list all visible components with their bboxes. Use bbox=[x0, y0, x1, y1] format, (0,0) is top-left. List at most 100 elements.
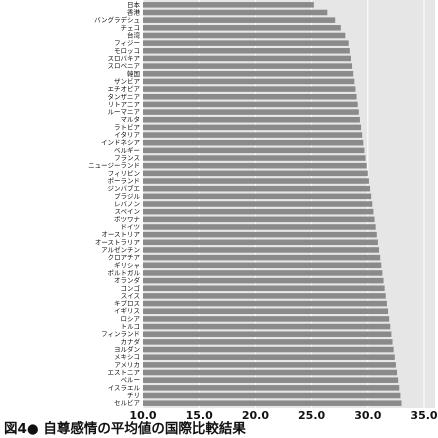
y-tick-label: フランス bbox=[114, 154, 140, 162]
bar bbox=[143, 377, 399, 383]
bar bbox=[143, 71, 354, 77]
bar bbox=[143, 139, 364, 146]
x-tick-label: 20.0 bbox=[242, 409, 269, 422]
y-tick-label: バングラデシュ bbox=[94, 15, 140, 24]
y-tick-label: メキシコ bbox=[114, 353, 140, 361]
chart-title: 図4● 自尊感情の平均値の国際比較結果 bbox=[4, 420, 246, 437]
bar bbox=[143, 55, 351, 62]
bar bbox=[143, 116, 360, 123]
bar bbox=[143, 346, 394, 353]
y-tick-label: ペルー bbox=[121, 376, 141, 384]
y-tick-label: オランダ bbox=[114, 276, 141, 285]
bar bbox=[143, 162, 367, 169]
bar bbox=[143, 109, 359, 115]
bar bbox=[143, 193, 372, 200]
y-tick-label: イタリア bbox=[114, 130, 140, 139]
x-tick-label: 10.0 bbox=[129, 409, 156, 422]
bar bbox=[143, 385, 400, 391]
y-tick-label: 日本 bbox=[127, 0, 141, 9]
bar bbox=[143, 48, 350, 54]
y-tick-label: イギリス bbox=[114, 307, 140, 315]
y-tick-label: クロアチア bbox=[108, 254, 141, 262]
bar bbox=[143, 216, 375, 223]
bar bbox=[143, 224, 376, 230]
y-tick-label: エストニア bbox=[108, 369, 141, 377]
y-tick-label: チェコ bbox=[121, 24, 141, 32]
x-tick-label: 25.0 bbox=[298, 409, 325, 422]
y-tick-label: フィンランド bbox=[101, 330, 140, 338]
y-tick-label: 台湾 bbox=[127, 30, 141, 39]
y-tick-label: トルコ bbox=[121, 323, 140, 331]
y-tick-label: チリ bbox=[127, 392, 140, 400]
bar bbox=[143, 239, 378, 246]
y-tick-label: レバノン bbox=[114, 200, 140, 208]
y-tick-label: 韓国 bbox=[127, 69, 140, 78]
bar bbox=[143, 254, 381, 261]
y-tick-label: オーストリア bbox=[101, 231, 140, 239]
y-tick-label: ギリシャ bbox=[114, 261, 140, 269]
bar bbox=[143, 93, 357, 100]
bar bbox=[143, 323, 391, 330]
bar bbox=[143, 155, 366, 161]
y-tick-label: ポルトガル bbox=[108, 268, 141, 277]
y-tick-label: ヨルダン bbox=[114, 345, 140, 354]
y-tick-label: アルゼンチン bbox=[101, 245, 140, 254]
bar bbox=[143, 63, 353, 69]
bar bbox=[143, 339, 393, 345]
y-tick-label: 香港 bbox=[127, 7, 141, 16]
y-tick-label: イスラエル bbox=[108, 384, 141, 392]
y-tick-label: エチオピア bbox=[108, 85, 141, 93]
bar bbox=[143, 270, 383, 276]
bar bbox=[143, 277, 384, 284]
y-tick-label: スイス bbox=[121, 292, 140, 300]
y-tick-label: ルーマニア bbox=[108, 108, 141, 116]
bar bbox=[143, 178, 369, 184]
bar bbox=[143, 262, 382, 269]
bar bbox=[143, 124, 362, 131]
bar bbox=[143, 331, 392, 337]
bar bbox=[143, 400, 402, 406]
x-tick-label: 35.0 bbox=[410, 409, 437, 422]
bar bbox=[143, 247, 380, 253]
y-tick-label: カナダ bbox=[121, 337, 141, 346]
y-tick-label: ロシア bbox=[121, 315, 141, 323]
y-tick-label: フィリピン bbox=[108, 169, 140, 177]
x-tick-label: 15.0 bbox=[186, 409, 213, 422]
bar bbox=[143, 308, 389, 315]
y-tick-label: ベルギー bbox=[114, 146, 140, 154]
y-tick-label: ラトビア bbox=[114, 122, 141, 131]
bar bbox=[143, 285, 385, 292]
y-tick-label: ニュージーランド bbox=[88, 162, 140, 170]
y-tick-label: コンゴ bbox=[121, 283, 141, 292]
bar bbox=[143, 300, 387, 307]
y-tick-label: オーストラリア bbox=[95, 238, 141, 246]
y-tick-label: セルビア bbox=[114, 398, 141, 407]
y-tick-label: アメリカ bbox=[114, 361, 140, 369]
bar bbox=[143, 369, 398, 376]
y-tick-label: ボツワナ bbox=[114, 215, 140, 223]
bar bbox=[143, 392, 401, 399]
bar bbox=[143, 185, 371, 192]
y-tick-label: フィジー bbox=[114, 39, 140, 47]
bar bbox=[143, 231, 377, 238]
bar bbox=[143, 147, 365, 154]
bar bbox=[143, 9, 328, 16]
y-tick-label: ザンビア bbox=[114, 76, 141, 85]
bar bbox=[143, 170, 368, 177]
bar bbox=[143, 40, 349, 46]
bar bbox=[143, 32, 346, 39]
bar bbox=[143, 201, 373, 207]
y-tick-label: スロベニア bbox=[108, 62, 141, 70]
bar bbox=[143, 86, 356, 92]
bar bbox=[143, 25, 341, 31]
bar bbox=[143, 293, 386, 299]
bar bbox=[143, 208, 374, 215]
bar bbox=[143, 316, 390, 322]
y-tick-label: ドイツ bbox=[121, 223, 141, 231]
x-tick-label: 30.0 bbox=[354, 409, 381, 422]
y-tick-label: スロバキア bbox=[108, 54, 141, 62]
y-tick-label: リトアニア bbox=[108, 100, 141, 108]
y-tick-label: マルタ bbox=[121, 115, 141, 124]
bar bbox=[143, 132, 363, 138]
